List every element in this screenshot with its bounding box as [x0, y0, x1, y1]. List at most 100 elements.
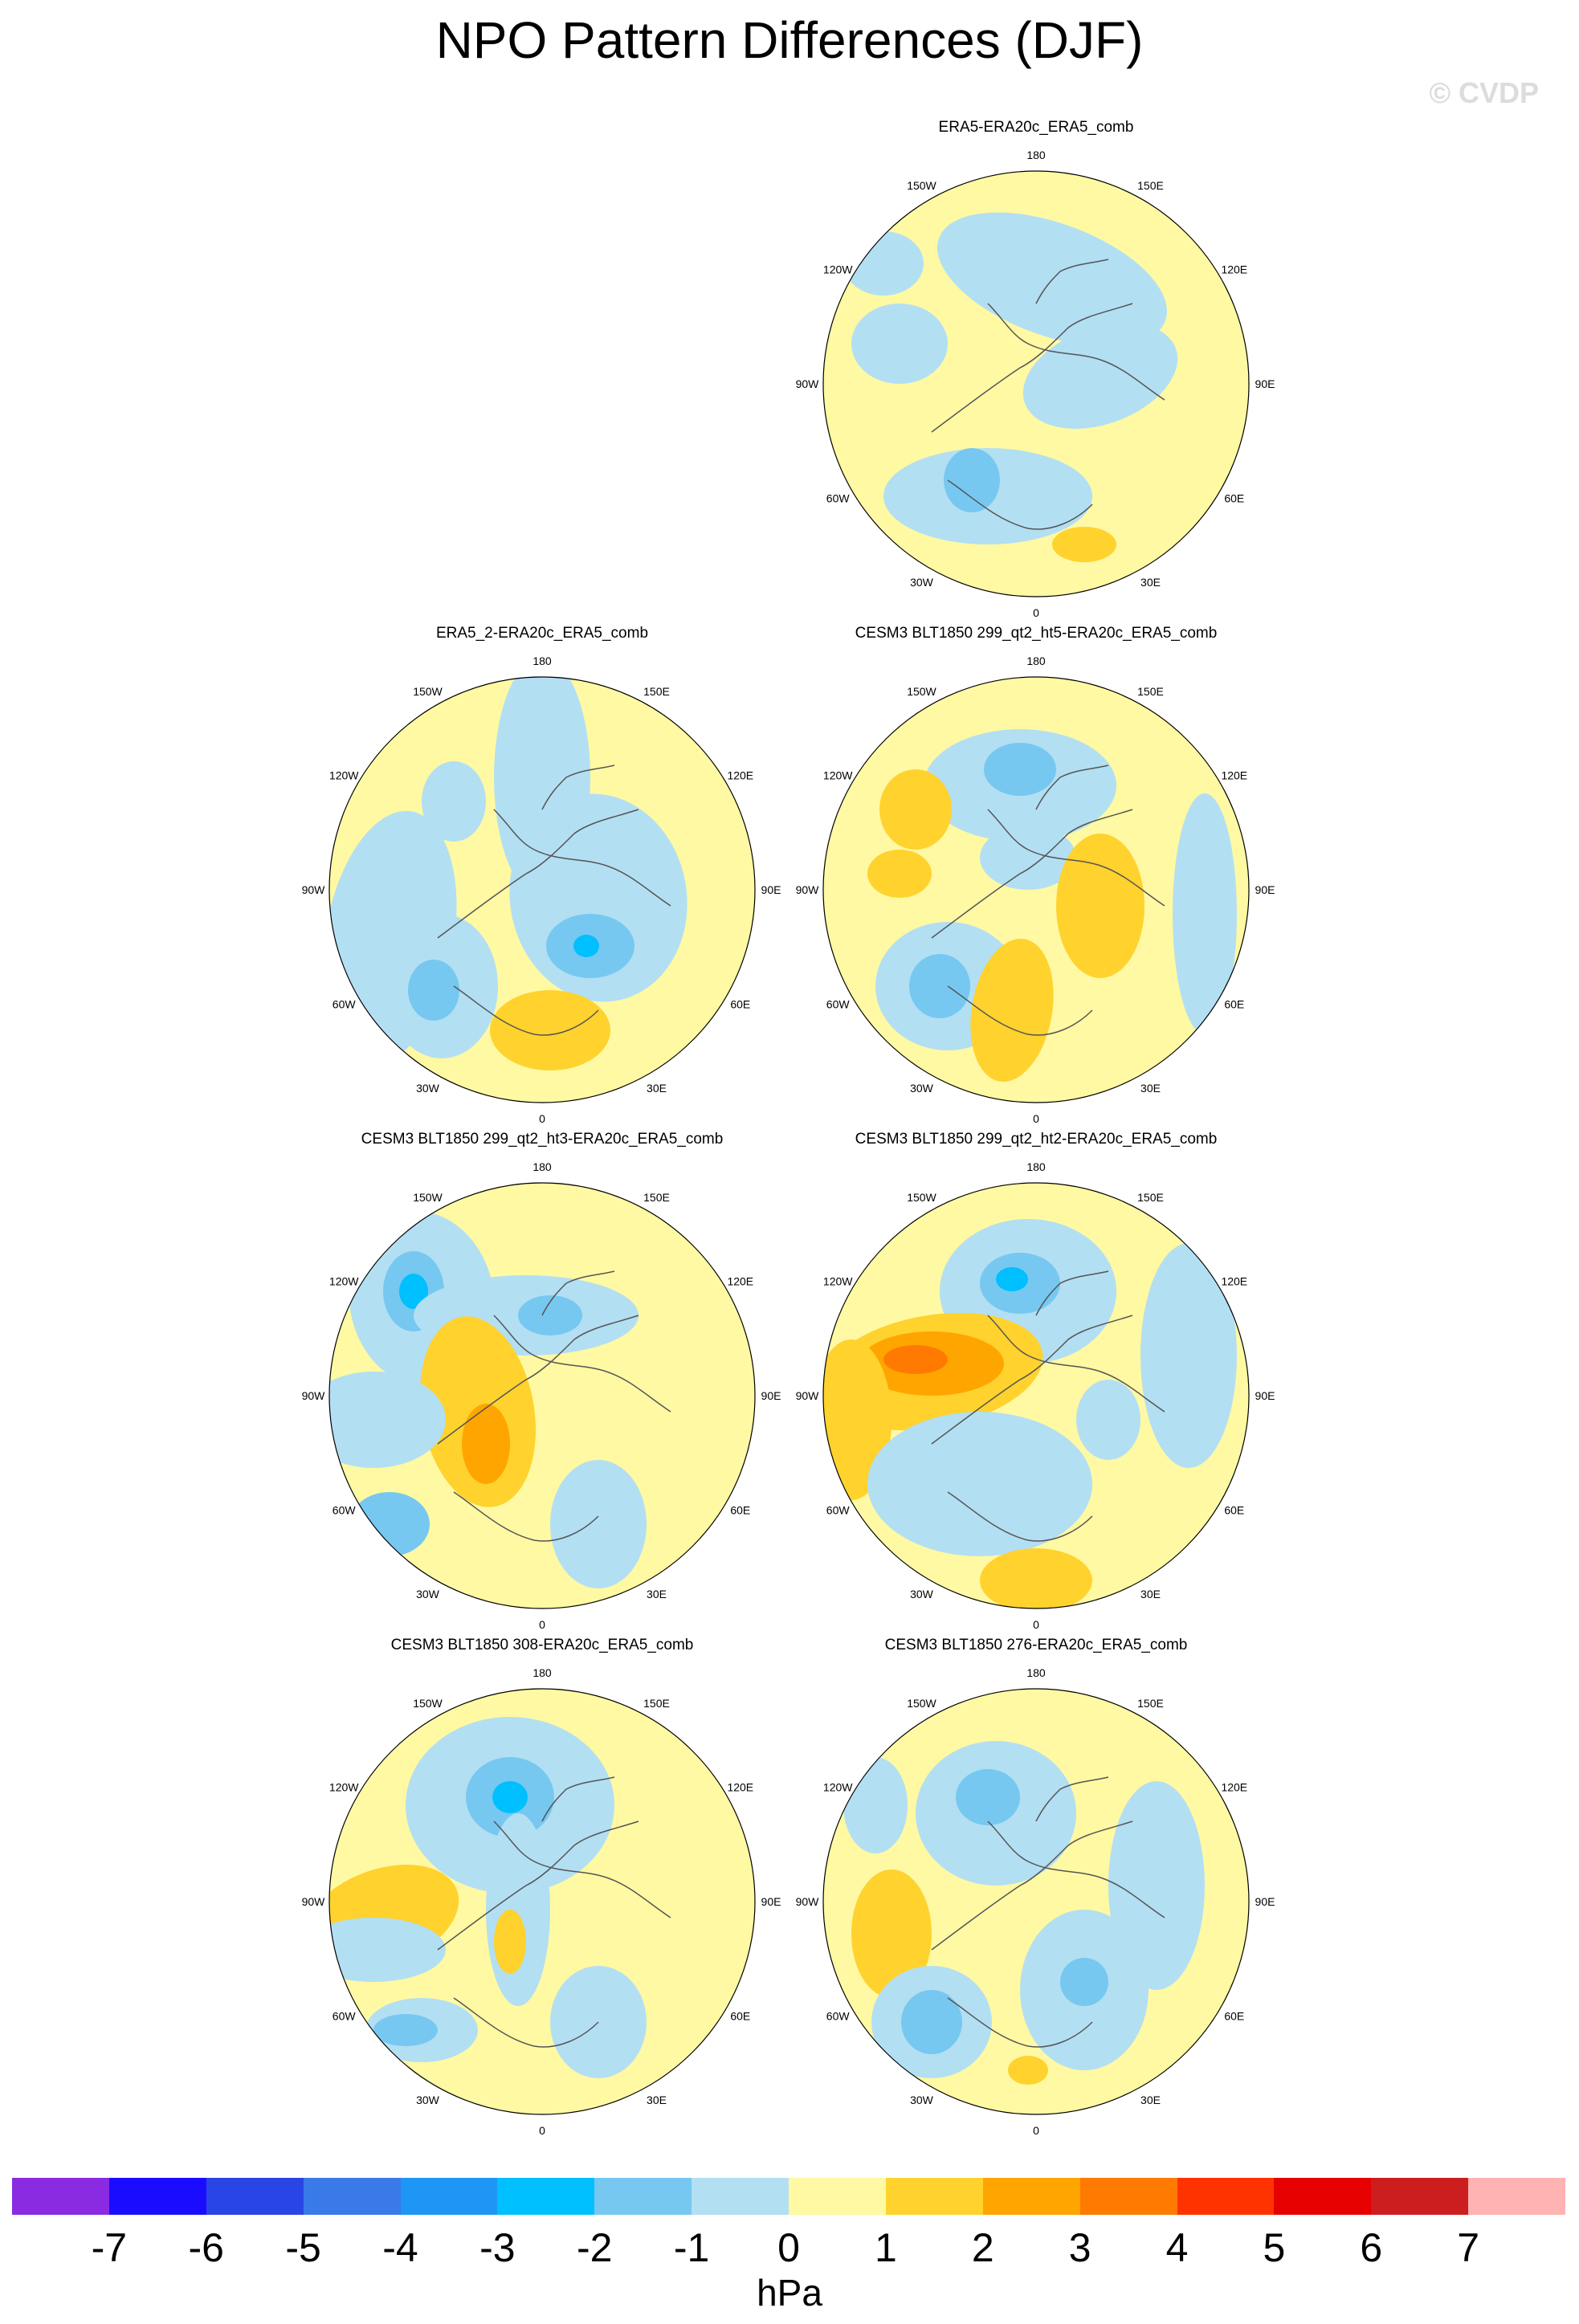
anomaly-region [996, 1267, 1028, 1291]
colorbar-tick: -5 [285, 2225, 321, 2270]
longitude-label: 30W [416, 1588, 440, 1600]
longitude-label: 30W [910, 1588, 934, 1600]
colorbar-segment [12, 2178, 109, 2215]
anomaly-region [980, 1548, 1092, 1608]
anomaly-region [462, 1404, 510, 1484]
longitude-label: 180 [1026, 1666, 1046, 1679]
longitude-label: 60E [730, 2010, 750, 2023]
longitude-label: 150W [413, 1697, 443, 1710]
longitude-label: 90W [796, 1389, 820, 1402]
map-panel-ht5: CESM3 BLT1850 299_qt2_ht5-ERA20c_ERA5_co… [787, 625, 1285, 1131]
polar-map: 180 150E 120E 90E 60E 30E 0 30W 60W 90W 120W 150W [796, 1666, 1275, 2137]
map-fill [823, 1183, 1249, 1608]
map-fill [329, 1689, 755, 2114]
colorbar-segment [594, 2178, 692, 2215]
longitude-label: 90W [302, 1389, 326, 1402]
longitude-label: 120E [727, 1275, 753, 1288]
map-panel-era5: ERA5-ERA20c_ERA5_comb 180 150E 120E 90E 60E 3… [787, 119, 1285, 625]
longitude-label: 150E [643, 1697, 670, 1710]
anomaly-region [843, 231, 924, 296]
anomaly-region [422, 761, 486, 842]
longitude-label: 30W [416, 1082, 440, 1095]
colorbar-tick: -1 [673, 2225, 710, 2270]
longitude-label: 180 [532, 1666, 552, 1679]
coastline [541, 1776, 615, 1822]
colorbar-tick-labels: -7 -6 -5 -4 -3 -2 -1 0 1 2 3 4 5 6 7 [12, 2224, 1565, 2273]
longitude-label: 120E [727, 1781, 753, 1794]
map-panel-308: CESM3 BLT1850 308-ERA20c_ERA5_comb 180 15… [293, 1637, 791, 2143]
longitude-label: 120E [1221, 769, 1247, 782]
colorbar-segment [1177, 2178, 1275, 2215]
coastline [987, 809, 1165, 907]
colorbar-tick: 6 [1360, 2225, 1383, 2270]
longitude-label: 150W [413, 685, 443, 698]
longitude-label: 30E [647, 1082, 667, 1095]
longitude-label: 150E [1137, 685, 1164, 698]
anomaly-region [901, 1990, 962, 2054]
colorbar-tick: 0 [777, 2225, 800, 2270]
longitude-label: 150W [907, 685, 936, 698]
colorbar-segment [206, 2178, 304, 2215]
longitude-label: 180 [532, 1160, 552, 1173]
colorbar-tick: 1 [874, 2225, 897, 2270]
anomaly-region [1173, 793, 1237, 1034]
longitude-label: 60W [826, 1504, 851, 1517]
longitude-label: 90E [761, 1895, 781, 1908]
panel-title: CESM3 BLT1850 299_qt2_ht2-ERA20c_ERA5_co… [855, 1131, 1218, 1148]
longitude-label: 150E [643, 1191, 670, 1204]
anomaly-region [843, 1757, 908, 1853]
polar-map: 180 150E 120E 90E 60E 30E 0 30W 60W 90W 120W 150W [796, 1160, 1275, 1631]
anomaly-region [1056, 834, 1144, 978]
longitude-label: 0 [1033, 1112, 1039, 1125]
polar-map: 180 150E 120E 90E 60E 30E 0 30W 60W 90W 120W 150W [302, 1160, 781, 1631]
anomaly-region [373, 2014, 438, 2046]
longitude-label: 120W [823, 1275, 853, 1288]
map-border [822, 1688, 1250, 2115]
anomaly-region [883, 1345, 948, 1374]
anomaly-region [399, 1274, 428, 1309]
longitude-label: 120E [1221, 263, 1247, 276]
colorbar-segment [1274, 2178, 1372, 2215]
colorbar-segment [885, 2178, 983, 2215]
longitude-label: 90W [796, 1895, 820, 1908]
longitude-label: 120E [1221, 1275, 1247, 1288]
map-fill [329, 1183, 755, 1608]
colorbar-tick: 3 [1068, 2225, 1091, 2270]
colorbar-segment [497, 2178, 595, 2215]
colorbar-tick: -4 [382, 2225, 418, 2270]
longitude-label: 150W [907, 1697, 936, 1710]
longitude-label: 30W [416, 2094, 440, 2106]
longitude-label: 120W [329, 1275, 359, 1288]
longitude-label: 150E [1137, 1697, 1164, 1710]
longitude-label: 90W [796, 377, 820, 390]
anomaly-region [851, 1869, 932, 1998]
longitude-label: 90W [302, 1895, 326, 1908]
colorbar-segment [1371, 2178, 1469, 2215]
colorbar-tick: 7 [1457, 2225, 1480, 2270]
longitude-label: 90W [796, 883, 820, 896]
longitude-label: 0 [1033, 606, 1039, 619]
longitude-label: 90W [302, 883, 326, 896]
coastline [1035, 1776, 1109, 1822]
colorbar-tick: 5 [1263, 2225, 1286, 2270]
anomaly-region [490, 990, 610, 1070]
map-fill [823, 171, 1249, 597]
coastline [931, 1315, 1133, 1445]
map-border [328, 676, 756, 1103]
colorbar-tick: 2 [971, 2225, 994, 2270]
coastline [453, 1997, 599, 2048]
longitude-label: 180 [1026, 149, 1046, 161]
coastline [947, 1491, 1093, 1542]
map-fill [823, 1689, 1249, 2114]
longitude-label: 30W [910, 576, 934, 589]
map-panel-ht3: CESM3 BLT1850 299_qt2_ht3-ERA20c_ERA5_co… [293, 1131, 791, 1637]
coastline [947, 1997, 1093, 2048]
anomaly-region [1052, 527, 1116, 562]
anomaly-region [944, 448, 1000, 512]
colorbar-segment [982, 2178, 1080, 2215]
colorbar-segment [789, 2178, 886, 2215]
coastline [947, 479, 1093, 530]
coastline [987, 303, 1165, 401]
anomaly-region [408, 960, 459, 1021]
longitude-label: 90E [1255, 883, 1275, 896]
